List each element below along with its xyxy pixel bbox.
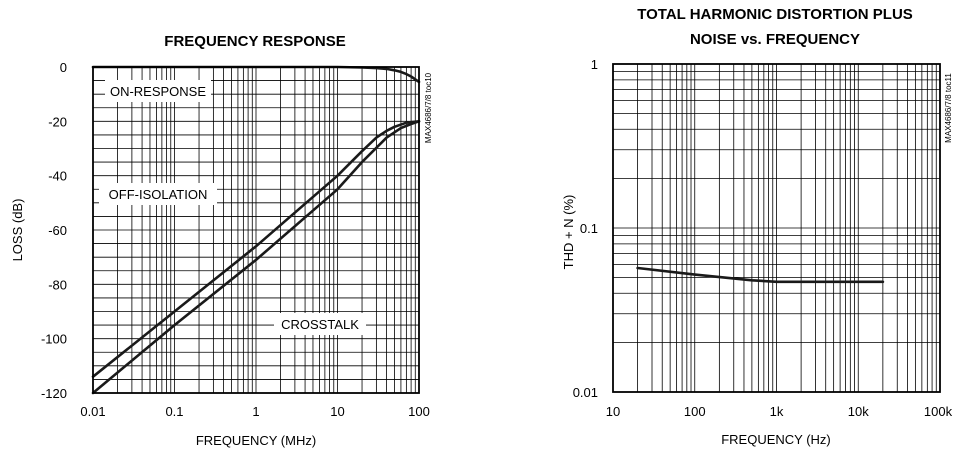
chart2-series	[636, 266, 885, 284]
chart2-y-axis-label: THD + N (%)	[561, 195, 576, 270]
chart2-x-tick-label: 100	[684, 404, 706, 419]
chart2-x-tick-labels: 10 100 1k 10k 100k	[606, 404, 953, 419]
chart2-title-line2: NOISE vs. FREQUENCY	[690, 31, 860, 48]
chart1-y-tick-label: -100	[41, 332, 67, 347]
chart1-annotation-backdrop	[99, 183, 217, 205]
chart1-x-tick-label: 0.01	[80, 404, 105, 419]
chart1-grid	[93, 67, 419, 393]
chart2-x-tick-label: 10k	[848, 404, 869, 419]
chart1-y-axis-label: LOSS (dB)	[10, 199, 25, 262]
chart2-series-0-line	[636, 266, 885, 284]
chart1-y-tick-label: -20	[48, 114, 67, 129]
frequency-response-chart: FREQUENCY RESPONSE ON-RESPONSE OFF-ISOLAT…	[10, 33, 433, 448]
chart1-y-tick-label: -40	[48, 169, 67, 184]
chart1-y-tick-label: -80	[48, 277, 67, 292]
chart1-y-tick-labels: 0 -20 -40 -60 -80 -100 -120	[41, 60, 67, 401]
chart1-annotation-backdrop	[105, 80, 211, 102]
chart2-frame	[612, 63, 941, 393]
chart2-x-tick-label: 10	[606, 404, 620, 419]
chart1-x-tick-labels: 0.01 0.1 1 10 100	[80, 404, 430, 419]
chart2-x-tick-label: 100k	[924, 404, 953, 419]
thd-noise-chart: TOTAL HARMONIC DISTORTION PLUS NOISE vs.…	[561, 6, 953, 447]
chart2-y-tick-label: 0.1	[580, 221, 598, 236]
chart1-x-tick-label: 10	[330, 404, 344, 419]
chart1-annotation-label: ON-RESPONSE	[110, 84, 206, 99]
chart2-y-tick-label: 0.01	[573, 385, 598, 400]
chart2-y-tick-labels: 1 0.1 0.01	[573, 57, 598, 400]
chart2-title-line1: TOTAL HARMONIC DISTORTION PLUS	[637, 6, 913, 23]
chart1-title: FREQUENCY RESPONSE	[164, 33, 345, 50]
chart2-figure-code: MAX4686/7/8 toc11	[944, 73, 953, 143]
chart1-annotation-label: CROSSTALK	[281, 317, 359, 332]
chart1-x-tick-label: 100	[408, 404, 430, 419]
chart2-x-axis-label: FREQUENCY (Hz)	[721, 432, 831, 447]
chart1-annotation-label: OFF-ISOLATION	[109, 187, 208, 202]
chart2-x-tick-label: 1k	[770, 404, 784, 419]
chart1-x-axis-label: FREQUENCY (MHz)	[196, 433, 316, 448]
chart1-series-2-line	[91, 120, 421, 395]
chart1-x-tick-label: 0.1	[165, 404, 183, 419]
chart1-y-tick-label: 0	[60, 60, 67, 75]
chart1-annotation-backdrop	[274, 313, 366, 335]
chart1-annotations: ON-RESPONSE OFF-ISOLATION CROSSTALK	[99, 80, 366, 335]
chart2-grid	[613, 64, 940, 392]
chart1-y-tick-label: -60	[48, 223, 67, 238]
chart1-x-tick-label: 1	[252, 404, 259, 419]
chart1-series-1-line	[91, 120, 421, 378]
chart1-figure-code: MAX4686/7/8 toc10	[424, 72, 433, 143]
chart2-y-tick-label: 1	[591, 57, 598, 72]
chart1-frame	[92, 66, 420, 394]
chart1-y-tick-label: -120	[41, 386, 67, 401]
